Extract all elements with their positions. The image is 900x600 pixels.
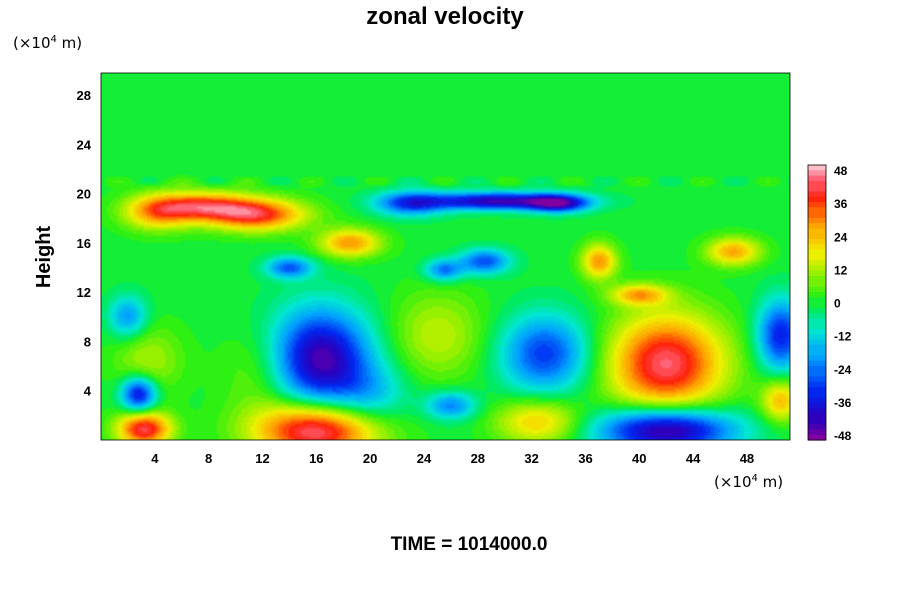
colorbar-band (808, 180, 826, 187)
colorbar-tick-label: 48 (834, 164, 848, 178)
colorbar-band (808, 371, 826, 378)
colorbar-band (808, 170, 826, 177)
colorbar-band (808, 408, 826, 415)
colorbar-band (808, 302, 826, 309)
colorbar-tick-label: -24 (834, 363, 852, 377)
colorbar-band (808, 397, 826, 404)
plot-frame (100, 72, 791, 441)
colorbar-band (808, 318, 826, 325)
colorbar-band (808, 191, 826, 198)
colorbar-band (808, 424, 826, 431)
colorbar-band (808, 350, 826, 356)
colorbar-band (808, 265, 826, 272)
colorbar-tick-label: 24 (834, 230, 848, 244)
colorbar-band (808, 186, 826, 193)
colorbar-tick-label: 12 (834, 263, 848, 277)
colorbar-band (808, 270, 826, 277)
colorbar-band (808, 313, 826, 319)
colorbar-band (808, 365, 826, 372)
colorbar-band (808, 297, 826, 304)
y-tick-labels: 4 8 12 16 20 24 28 (77, 88, 92, 399)
colorbar-tick-label: -48 (834, 429, 852, 443)
colorbar-band (808, 402, 826, 409)
colorbar-frame (807, 164, 827, 441)
colorbar-band (808, 249, 826, 256)
y-tick-label: 12 (77, 285, 91, 300)
colorbar-tick-labels: 48 36 24 12 0 -12 -24 -36 -48 (834, 164, 852, 443)
x-tick-label: 48 (740, 451, 754, 466)
colorbar-band (808, 260, 826, 267)
colorbar-band (808, 323, 826, 330)
colorbar-band (808, 307, 826, 314)
plot-area (100, 72, 791, 441)
colorbar-band (808, 344, 826, 351)
colorbar-band (808, 276, 826, 282)
colorbar-band (808, 413, 826, 420)
colorbar-tick-label: 0 (834, 297, 841, 311)
colorbar-band (808, 212, 826, 219)
x-tick-label: 32 (524, 451, 538, 466)
x-tick-label: 36 (578, 451, 592, 466)
x-tick-label: 16 (309, 451, 323, 466)
colorbar-band (808, 202, 826, 208)
colorbar-band (808, 254, 826, 261)
colorbar-band (808, 429, 826, 436)
colorbar-band (808, 196, 826, 203)
colorbar-tick-label: -36 (834, 396, 852, 410)
colorbar-band (808, 286, 826, 293)
y-unit-label: (×104 m) (13, 34, 82, 52)
colorbar-band (808, 434, 826, 441)
colorbar-band (808, 233, 826, 240)
colorbar-band (808, 228, 826, 235)
x-tick-label: 44 (686, 451, 701, 466)
colorbar-band (808, 223, 826, 230)
colorbar-band (808, 392, 826, 399)
x-tick-label: 12 (255, 451, 269, 466)
colorbar-band (808, 376, 826, 383)
colorbar-band (808, 355, 826, 362)
colorbar-band (808, 339, 826, 346)
colorbar-band (808, 244, 826, 251)
x-tick-labels: 4 8 12 16 20 24 28 32 36 40 44 48 (151, 451, 754, 466)
x-tick-label: 28 (471, 451, 485, 466)
colorbar-tick-label: 36 (834, 197, 848, 211)
time-label: TIME = 1014000.0 (391, 534, 548, 555)
colorbar-band (808, 239, 826, 245)
colorbar-band (808, 334, 826, 341)
x-tick-label: 4 (151, 451, 159, 466)
y-tick-label: 20 (77, 187, 91, 202)
colorbar-tick-label: -12 (834, 330, 852, 344)
x-unit-label: (×104 m) (714, 473, 783, 491)
y-tick-label: 28 (77, 88, 91, 103)
y-tick-label: 16 (77, 236, 91, 251)
x-tick-label: 20 (363, 451, 377, 466)
x-tick-label: 8 (205, 451, 212, 466)
x-tick-label: 40 (632, 451, 646, 466)
colorbar (807, 164, 827, 441)
colorbar-band (808, 387, 826, 394)
heatmap-field (101, 73, 790, 440)
colorbar-band (808, 217, 826, 224)
colorbar-band (808, 360, 826, 367)
colorbar-band (808, 281, 826, 288)
colorbar-band (808, 328, 826, 335)
x-tick-label: 24 (417, 451, 432, 466)
y-tick-label: 4 (84, 384, 92, 399)
y-tick-label: 8 (84, 334, 91, 349)
colorbar-band (808, 165, 826, 171)
y-axis-label: Height (33, 226, 55, 289)
colorbar-band (808, 418, 826, 425)
colorbar-band (808, 381, 826, 388)
colorbar-band (808, 175, 826, 182)
colorbar-band (808, 291, 826, 298)
colorbar-band (808, 207, 826, 214)
y-tick-label: 24 (77, 137, 92, 152)
chart-title: zonal velocity (366, 3, 524, 30)
